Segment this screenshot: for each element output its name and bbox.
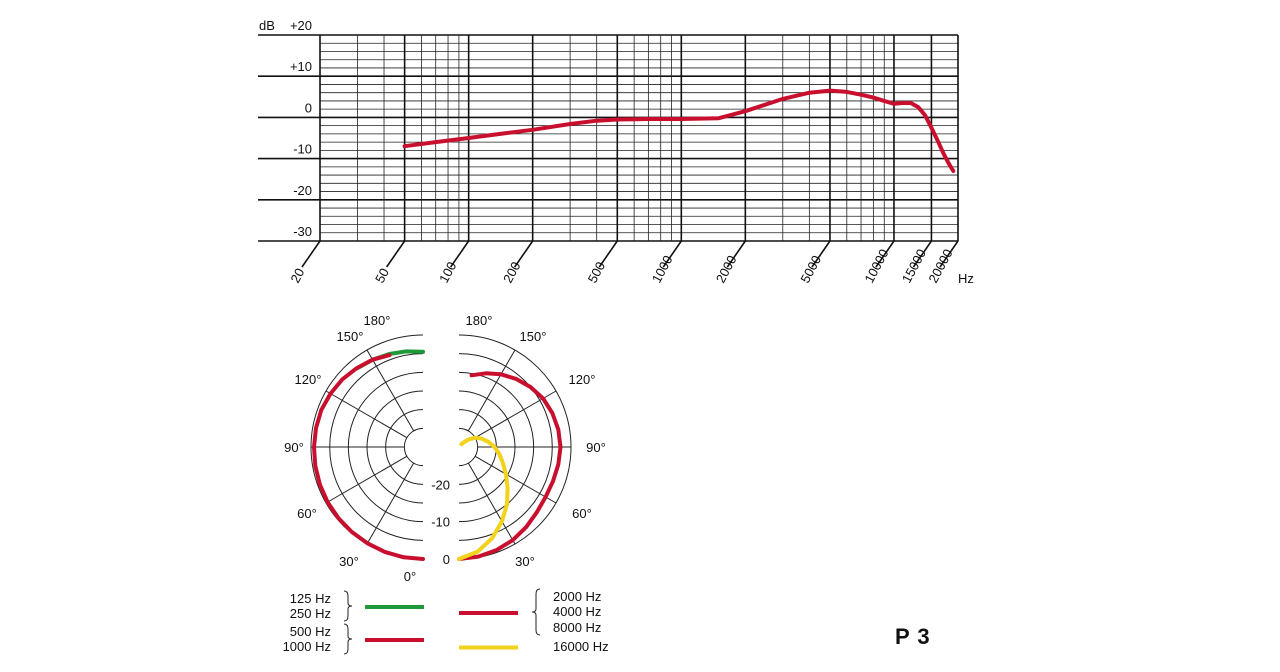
legend-label: 2000 Hz (553, 589, 601, 604)
x-tick-label: 1000 (649, 253, 676, 286)
polar-ring (403, 427, 424, 467)
polar-angle-label: 90° (586, 440, 606, 455)
x-tick-slant (449, 240, 470, 268)
polar-angle-label: 0° (404, 569, 416, 584)
frequency-response-line (402, 88, 956, 173)
x-tick-label: 2000 (713, 253, 740, 286)
x-axis-label: Hz (958, 271, 974, 286)
legend-label: 16000 Hz (553, 639, 609, 654)
polar-spoke (467, 462, 516, 545)
polar-radial-label: -20 (431, 477, 450, 492)
polar-angle-label: 30° (515, 554, 535, 569)
y-tick-label: +20 (290, 18, 312, 33)
x-tick-slant (385, 240, 406, 268)
legend-label: 1000 Hz (283, 639, 331, 654)
x-tick-label: 200 (500, 259, 523, 285)
x-tick-slant (726, 240, 746, 268)
polar-spoke (325, 455, 408, 504)
polar-angle-label: 120° (295, 372, 322, 387)
y-tick-label: +10 (290, 59, 312, 74)
polar-pattern-line (457, 371, 563, 561)
x-tick-label: 100 (436, 259, 459, 285)
y-tick-label: -20 (293, 183, 312, 198)
x-tick-label: 500 (585, 259, 608, 285)
legend-brace (343, 623, 353, 655)
polar-radial-label: -10 (431, 515, 450, 530)
x-tick-slant (875, 240, 895, 268)
x-tick-label: 15000 (899, 246, 929, 285)
polar-spoke (325, 390, 408, 439)
polar-ring (458, 427, 479, 467)
polar-angle-label: 30° (339, 554, 359, 569)
y-axis-label: dB (259, 18, 275, 33)
polar-angle-label: 60° (297, 506, 317, 521)
legend-label: 125 Hz (290, 591, 331, 606)
model-label: P 3 (895, 624, 931, 649)
polar-radial-label: 0 (443, 552, 450, 567)
legend-brace (531, 588, 541, 636)
y-tick-label: 0 (305, 100, 312, 115)
legend-label: 4000 Hz (553, 604, 601, 619)
x-tick-slant (811, 240, 831, 268)
y-tick-label: -10 (293, 142, 312, 157)
legend-label: 250 Hz (290, 606, 331, 621)
x-tick-label: 5000 (797, 253, 824, 286)
polar-spoke (474, 455, 557, 504)
x-tick-slant (598, 240, 618, 268)
polar-angle-label: 180° (466, 313, 493, 328)
polar-angle-label: 150° (520, 329, 547, 344)
x-tick-slant (939, 240, 959, 268)
polar-angle-label: 180° (364, 313, 391, 328)
x-tick-label: 20 (287, 266, 307, 286)
x-tick-slant (662, 240, 682, 268)
legend-brace (343, 590, 353, 622)
x-tick-slant (301, 240, 321, 268)
x-tick-label: 50 (372, 266, 392, 286)
polar-spoke (366, 462, 415, 545)
polar-spoke (366, 349, 415, 432)
legend-label: 8000 Hz (553, 620, 601, 635)
polar-spoke (467, 349, 516, 432)
polar-angle-label: 120° (569, 372, 596, 387)
polar-angle-label: 150° (337, 329, 364, 344)
polar-pattern-chart: 180°150°120°90°60°30°0°180°150°120°90°60… (284, 313, 606, 584)
polar-angle-label: 60° (572, 506, 592, 521)
x-tick-slant (514, 240, 534, 268)
legend-label: 500 Hz (290, 624, 331, 639)
x-tick-label: 10000 (861, 246, 891, 285)
polar-angle-label: 90° (284, 440, 304, 455)
polar-pattern-line (457, 435, 510, 561)
frequency-response-chart: +20 +10 0 -10 -20 -30 dB 20 50 100 200 500 1000 2000 5… (258, 18, 974, 286)
x-tick-label: 20000 (925, 246, 955, 285)
x-tick-slant (912, 240, 933, 268)
y-tick-label: -30 (293, 224, 312, 239)
polar-pattern-line (312, 353, 425, 561)
